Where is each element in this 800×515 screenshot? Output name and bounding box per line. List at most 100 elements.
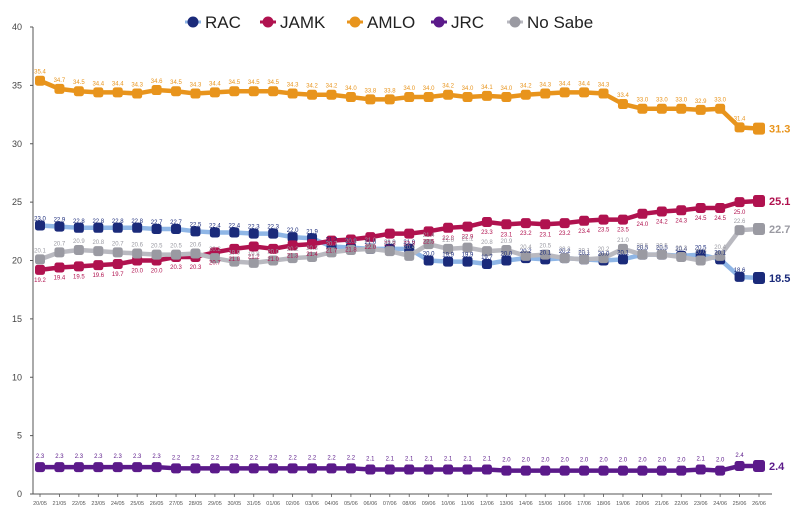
data-label: 20.7 bbox=[326, 241, 338, 247]
data-point bbox=[229, 227, 240, 238]
data-label: 2.2 bbox=[347, 455, 356, 461]
data-point bbox=[35, 462, 45, 473]
x-tick-label: 25/05 bbox=[130, 501, 144, 507]
data-point bbox=[734, 225, 745, 236]
data-label: 33.0 bbox=[675, 98, 687, 104]
data-point bbox=[73, 222, 84, 233]
data-point bbox=[520, 250, 531, 261]
data-point bbox=[481, 246, 492, 257]
data-point bbox=[617, 465, 628, 476]
data-point bbox=[171, 249, 182, 260]
data-label: 2.3 bbox=[36, 454, 45, 460]
data-label: 34.2 bbox=[442, 84, 454, 90]
data-point bbox=[209, 253, 220, 264]
data-point bbox=[598, 88, 609, 99]
x-tick-label: 21/05 bbox=[53, 501, 67, 507]
data-point bbox=[132, 462, 143, 473]
data-point bbox=[443, 256, 454, 267]
data-point bbox=[637, 465, 648, 476]
data-point bbox=[345, 244, 356, 255]
data-point bbox=[365, 232, 376, 243]
x-tick-label: 31/05 bbox=[247, 501, 261, 507]
data-point bbox=[151, 462, 162, 473]
data-point bbox=[423, 226, 434, 237]
data-point bbox=[617, 99, 628, 110]
data-label: 2.1 bbox=[405, 456, 414, 462]
data-point bbox=[656, 103, 667, 114]
data-point bbox=[365, 464, 376, 475]
y-tick-label: 25 bbox=[12, 197, 22, 207]
data-label: 18.6 bbox=[734, 268, 746, 274]
data-point bbox=[384, 228, 395, 239]
data-point bbox=[676, 465, 687, 476]
x-tick-label: 20/06 bbox=[636, 501, 650, 507]
data-point bbox=[54, 262, 65, 273]
data-label: 34.4 bbox=[559, 81, 571, 87]
data-label: 33.0 bbox=[714, 98, 726, 104]
data-point bbox=[753, 122, 765, 135]
data-point bbox=[365, 243, 376, 254]
data-point bbox=[132, 248, 143, 259]
data-point bbox=[93, 222, 104, 233]
data-label: 22.5 bbox=[190, 222, 202, 228]
data-label: 22.8 bbox=[112, 219, 124, 225]
data-point bbox=[384, 94, 395, 105]
data-label: 34.7 bbox=[54, 78, 66, 84]
data-point bbox=[637, 103, 648, 114]
data-label: 2.0 bbox=[658, 458, 667, 464]
data-label: 33.0 bbox=[656, 98, 668, 104]
x-tick-label: 23/05 bbox=[91, 501, 105, 507]
data-point bbox=[404, 228, 415, 239]
data-point bbox=[753, 194, 765, 207]
data-label: 20.0 bbox=[151, 269, 163, 275]
y-tick-label: 40 bbox=[12, 22, 22, 32]
y-tick-label: 5 bbox=[17, 431, 22, 441]
data-label: 20.3 bbox=[306, 246, 318, 252]
data-point bbox=[501, 255, 512, 266]
data-point bbox=[112, 222, 123, 233]
data-point bbox=[151, 249, 162, 260]
data-label: 2.2 bbox=[191, 455, 200, 461]
data-label: 19.9 bbox=[228, 251, 240, 257]
data-point bbox=[171, 86, 182, 97]
data-point bbox=[209, 463, 220, 474]
x-tick-label: 19/06 bbox=[616, 501, 630, 507]
data-label: 19.9 bbox=[442, 253, 454, 259]
data-point bbox=[715, 465, 726, 476]
data-point bbox=[151, 85, 162, 96]
data-label: 2.0 bbox=[561, 458, 570, 464]
data-point bbox=[190, 463, 201, 474]
x-tick-label: 15/06 bbox=[538, 501, 552, 507]
data-label: 34.5 bbox=[170, 80, 182, 86]
data-label: 34.4 bbox=[92, 81, 104, 87]
data-point bbox=[501, 244, 512, 255]
data-label: 20.7 bbox=[54, 241, 66, 247]
data-point bbox=[753, 459, 765, 472]
data-point bbox=[287, 232, 298, 243]
data-label: 34.5 bbox=[228, 80, 240, 86]
data-label: 21.4 bbox=[306, 252, 318, 258]
data-label: 22.7 bbox=[151, 220, 163, 226]
data-label: 34.4 bbox=[112, 81, 124, 87]
data-label: 19.7 bbox=[481, 255, 493, 261]
data-label: 23.3 bbox=[481, 230, 493, 236]
x-tick-label: 01/06 bbox=[266, 501, 280, 507]
legend-label: JRC bbox=[451, 13, 484, 32]
data-label: 23.0 bbox=[34, 216, 46, 222]
data-label: 20.2 bbox=[559, 249, 571, 255]
data-label: 21.0 bbox=[228, 257, 240, 263]
legend-label: JAMK bbox=[280, 13, 326, 32]
legend-swatch-marker bbox=[262, 16, 274, 28]
data-point bbox=[93, 260, 104, 271]
legend-swatch-marker bbox=[187, 16, 199, 28]
data-point bbox=[715, 250, 726, 261]
data-label: 21.0 bbox=[442, 238, 454, 244]
data-point bbox=[73, 261, 84, 272]
data-label: 20.8 bbox=[92, 240, 104, 246]
data-label: 31.3 bbox=[769, 124, 790, 136]
data-point bbox=[112, 247, 123, 258]
data-label: 20.4 bbox=[714, 245, 726, 251]
series-layer bbox=[35, 75, 765, 476]
data-point bbox=[404, 250, 415, 261]
data-point bbox=[326, 235, 337, 246]
